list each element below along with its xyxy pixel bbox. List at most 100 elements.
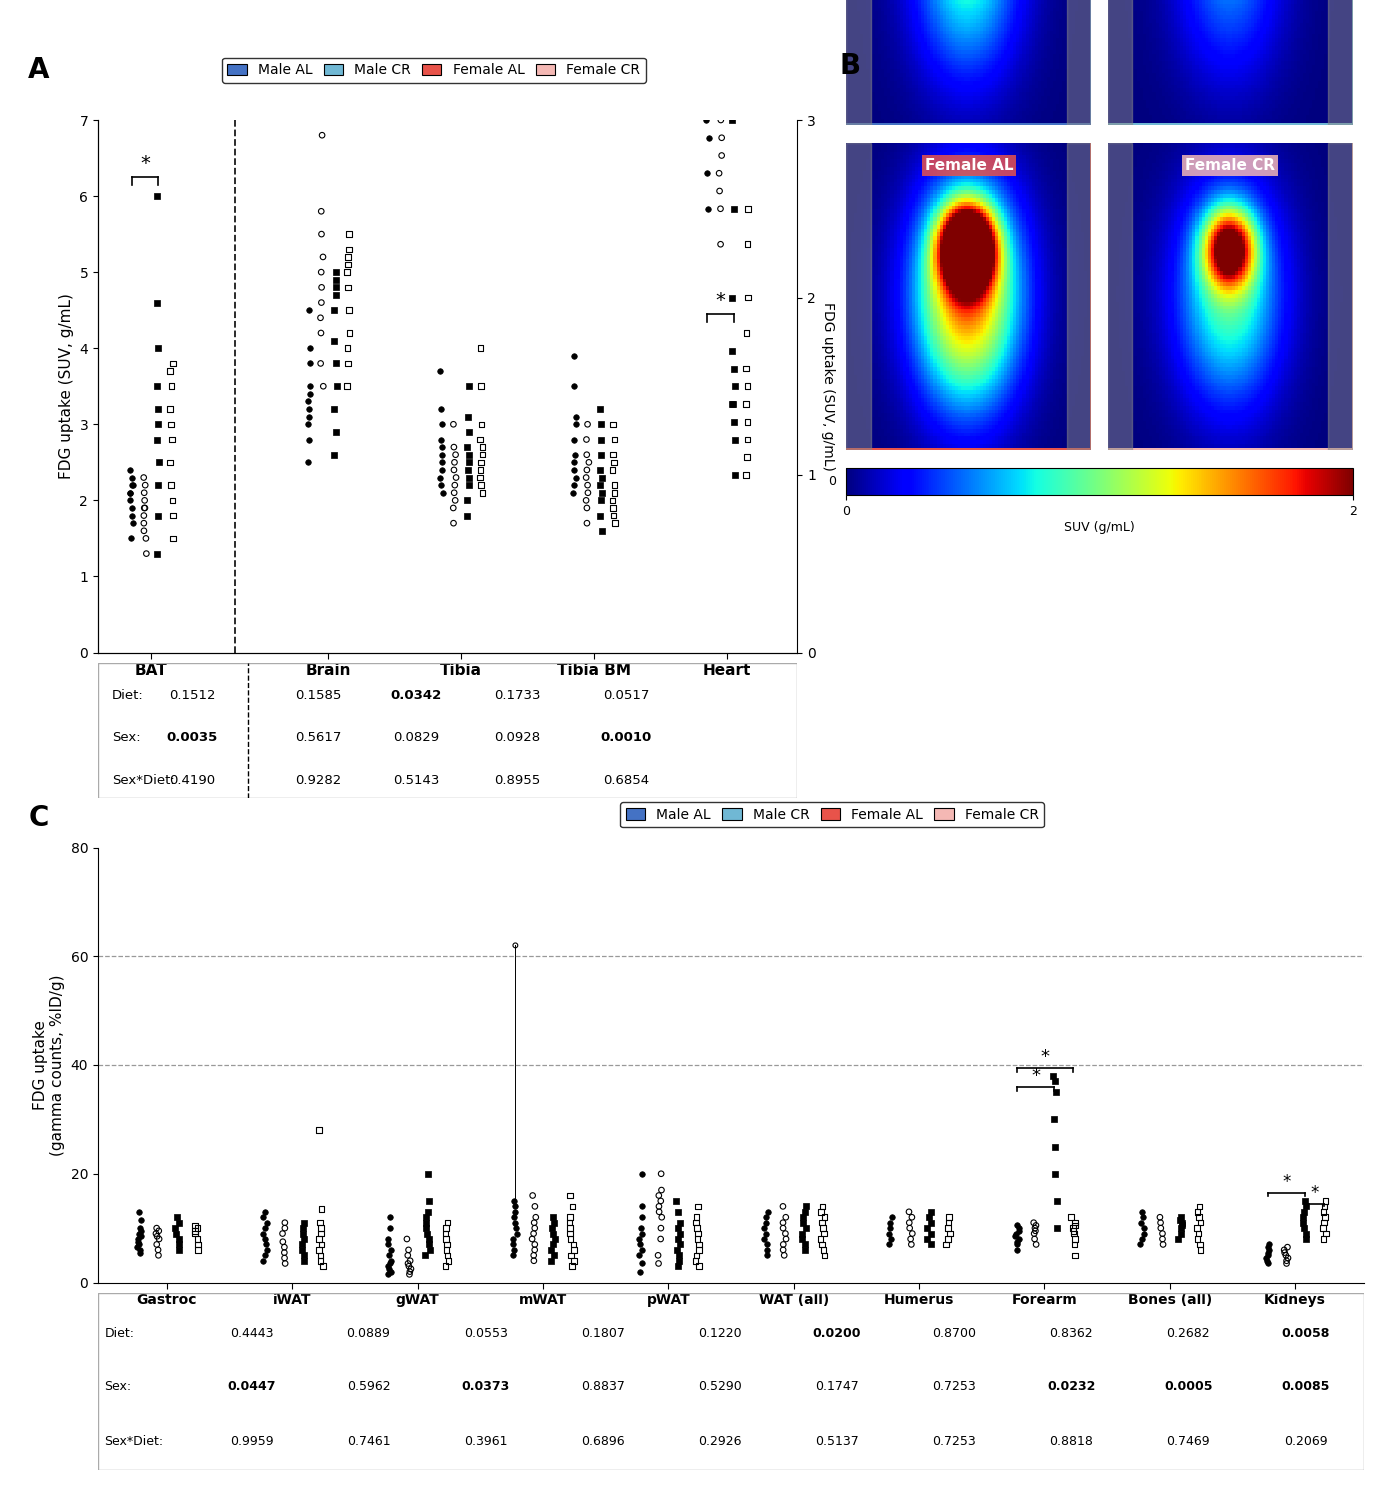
Point — [1314, 1206, 1336, 1230]
Point — [900, 1233, 922, 1257]
Point — [795, 1238, 817, 1262]
Point — [325, 420, 347, 444]
Point — [457, 450, 480, 474]
Legend: Male AL, Male CR, Female AL, Female CR: Male AL, Male CR, Female AL, Female CR — [620, 802, 1044, 828]
Point — [133, 519, 155, 543]
Point — [252, 1221, 274, 1245]
Point — [470, 450, 492, 474]
Point — [325, 260, 347, 284]
Point — [291, 1238, 313, 1262]
Y-axis label: FDG uptake
(gamma counts, %ID/g): FDG uptake (gamma counts, %ID/g) — [32, 975, 64, 1156]
Point — [669, 1244, 691, 1268]
Point — [544, 1227, 567, 1251]
Point — [810, 1200, 832, 1224]
Point — [145, 184, 168, 209]
Point — [120, 526, 143, 550]
Point — [540, 1238, 562, 1262]
Point — [435, 1233, 457, 1257]
Point — [1256, 1240, 1279, 1264]
Text: 0.5962: 0.5962 — [347, 1380, 390, 1394]
Point — [252, 1248, 274, 1272]
Point — [734, 392, 757, 416]
Point — [1062, 1220, 1084, 1244]
Point — [686, 1216, 708, 1240]
Point — [772, 1194, 795, 1218]
Point — [630, 1216, 652, 1240]
Point — [1044, 1070, 1066, 1094]
Point — [755, 1244, 778, 1268]
Point — [937, 1206, 960, 1230]
Point — [649, 1216, 672, 1240]
Text: 0.8818: 0.8818 — [1049, 1436, 1093, 1448]
Point — [813, 1238, 835, 1262]
Point — [1062, 1216, 1084, 1240]
Point — [792, 1206, 814, 1230]
Point — [1150, 1216, 1172, 1240]
Point — [709, 90, 732, 114]
Text: 0.2682: 0.2682 — [1167, 1328, 1210, 1340]
Point — [695, 0, 718, 8]
Point — [471, 482, 494, 506]
Point — [939, 1221, 961, 1245]
Point — [147, 336, 169, 360]
Point — [127, 1221, 150, 1245]
Text: 0.0010: 0.0010 — [600, 730, 652, 744]
Point — [562, 375, 585, 399]
Point — [445, 442, 467, 466]
Point — [1151, 1227, 1174, 1251]
Point — [590, 489, 613, 513]
Text: Diet:: Diet: — [112, 688, 144, 702]
Point — [736, 321, 758, 345]
Point — [336, 336, 358, 360]
Point — [589, 504, 611, 528]
Point — [308, 1227, 330, 1251]
Point — [757, 1238, 779, 1262]
Point — [561, 1254, 583, 1278]
Point — [469, 427, 491, 451]
Point — [665, 1190, 687, 1214]
Bar — [1329, 0, 1353, 124]
Bar — [1329, 142, 1353, 450]
Point — [339, 321, 361, 345]
Point — [560, 1244, 582, 1268]
Point — [336, 375, 358, 399]
Point — [1277, 1246, 1300, 1270]
Point — [603, 504, 625, 528]
Point — [119, 482, 141, 506]
Point — [436, 1210, 459, 1234]
Point — [396, 1244, 418, 1268]
Point — [564, 450, 586, 474]
Point — [186, 1216, 208, 1240]
Text: *: * — [1031, 1066, 1039, 1084]
Text: 0.4443: 0.4443 — [229, 1328, 273, 1340]
Point — [161, 427, 183, 451]
Point — [129, 1200, 151, 1224]
Point — [590, 482, 613, 506]
Point — [312, 244, 334, 268]
Point — [122, 512, 144, 536]
Bar — [1066, 0, 1091, 124]
Point — [561, 1194, 583, 1218]
Text: 0.0200: 0.0200 — [813, 1328, 862, 1340]
Point — [1130, 1227, 1153, 1251]
Point — [562, 1248, 585, 1272]
Point — [1258, 1238, 1280, 1262]
Point — [133, 482, 155, 506]
Legend: Male AL, Male CR, Female AL, Female CR: Male AL, Male CR, Female AL, Female CR — [221, 57, 646, 82]
Point — [687, 1221, 709, 1245]
Point — [186, 1238, 208, 1262]
Text: 0.5617: 0.5617 — [295, 730, 341, 744]
Bar — [1108, 142, 1353, 450]
Point — [810, 1227, 832, 1251]
Point — [575, 458, 597, 482]
Point — [147, 472, 169, 496]
Point — [158, 358, 180, 382]
Point — [273, 1234, 295, 1258]
Point — [134, 526, 157, 550]
Text: 0.1585: 0.1585 — [295, 688, 341, 702]
Bar — [846, 0, 870, 124]
Point — [736, 427, 758, 451]
Point — [129, 1240, 151, 1264]
Point — [723, 464, 746, 488]
Text: 0.9959: 0.9959 — [229, 1436, 273, 1448]
